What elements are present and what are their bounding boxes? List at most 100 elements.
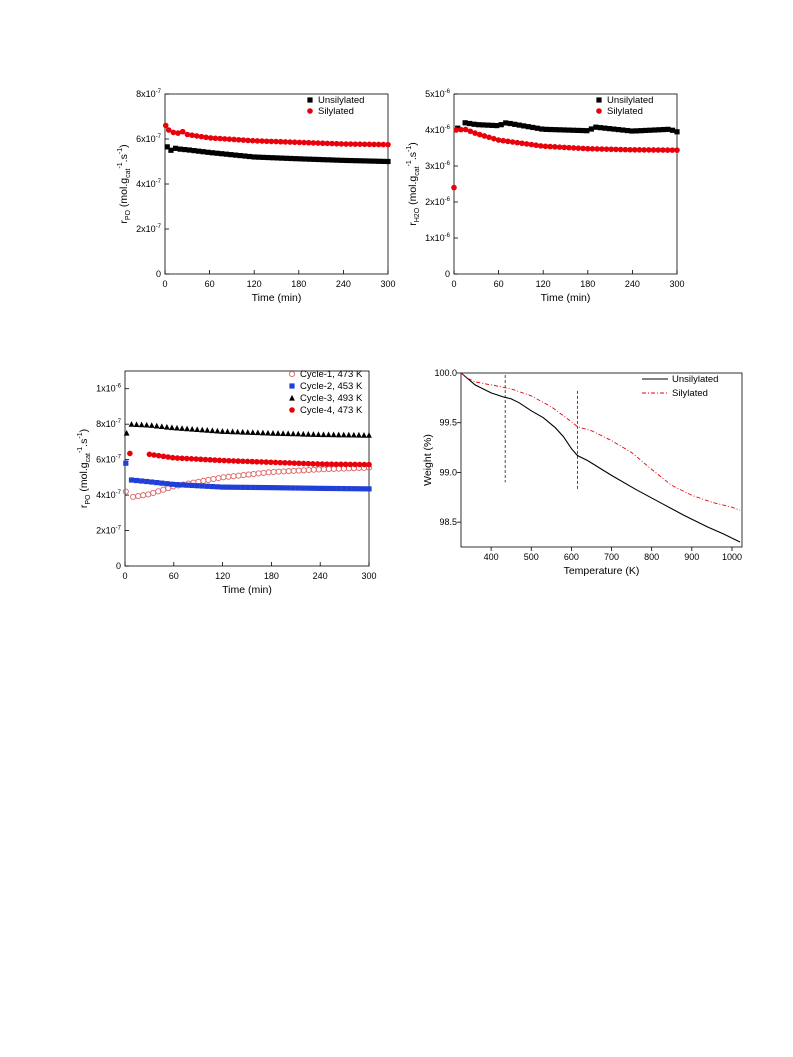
- data-point: [471, 121, 477, 127]
- data-point: [224, 484, 231, 490]
- data-point: [357, 141, 363, 148]
- data-point: [221, 136, 228, 142]
- data-point: [277, 138, 284, 145]
- data-point: [123, 460, 129, 466]
- y-axis-label-sub: cat: [85, 453, 92, 462]
- data-point: [186, 147, 193, 153]
- data-point: [366, 432, 372, 438]
- data-point: [230, 473, 237, 480]
- data-point: [315, 466, 322, 473]
- data-point: [533, 142, 539, 149]
- data-point: [277, 459, 284, 466]
- y-axis-label-sup: -1: [406, 146, 413, 152]
- data-point: [335, 431, 342, 438]
- data-point: [223, 151, 229, 157]
- data-point: [288, 155, 294, 162]
- data-point: [633, 128, 640, 134]
- y-tick-label-main: 6x10: [136, 134, 156, 144]
- data-point: [219, 151, 225, 157]
- data-point: [655, 147, 662, 153]
- data-point: [651, 127, 658, 133]
- data-point: [669, 147, 676, 153]
- data-point: [516, 122, 522, 128]
- data-point: [509, 139, 516, 145]
- plot-frame: [124, 370, 370, 567]
- y-tick-label-main: 98.5: [439, 517, 457, 527]
- data-point: [235, 472, 242, 479]
- legend-label: Unsilylated: [318, 95, 364, 106]
- y-tick-label-exponent: -7: [156, 179, 162, 185]
- data-point: [259, 429, 266, 436]
- x-tick-label: 60: [205, 279, 215, 289]
- plot-frame: [164, 93, 389, 275]
- data-point: [226, 136, 233, 142]
- data-point: [342, 461, 349, 468]
- data-point: [165, 127, 172, 133]
- data-point: [366, 141, 373, 148]
- data-point: [260, 154, 266, 160]
- y-axis-label-unit: .s: [78, 439, 90, 447]
- data-point: [245, 484, 251, 490]
- chart-po-rate-cycles: 0 60 120 180 240 30002x10-74x10-76x10-78x10-7…: [77, 369, 377, 596]
- data-point: [336, 485, 342, 492]
- data-point: [561, 144, 568, 151]
- y-tick-label-main: 0: [116, 561, 121, 571]
- data-point: [338, 141, 345, 147]
- data-point: [229, 428, 236, 435]
- data-point: [140, 492, 147, 499]
- data-point: [489, 122, 495, 128]
- data-point: [537, 143, 544, 149]
- data-point: [143, 421, 150, 428]
- y-axis-label: rPO (mol.gcat-1.s-1): [77, 429, 92, 508]
- data-point: [265, 154, 271, 161]
- x-tick-label: 180: [264, 571, 279, 581]
- data-point: [146, 451, 153, 458]
- data-point: [216, 457, 223, 464]
- data-point: [230, 458, 237, 464]
- data-point: [333, 140, 340, 147]
- y-axis-label-main: r: [118, 220, 130, 224]
- data-point: [273, 138, 279, 145]
- x-axis-label: Temperature (K): [564, 565, 640, 577]
- data-point: [191, 148, 197, 154]
- data-point: [351, 486, 357, 492]
- data-point: [305, 431, 312, 437]
- data-point: [343, 157, 350, 164]
- y-tick-label-exponent: -6: [445, 233, 451, 239]
- y-tick-label-exponent: -6: [445, 161, 451, 167]
- data-point: [235, 458, 241, 464]
- data-point: [476, 131, 483, 138]
- data-point: [580, 145, 586, 152]
- chart-tga-weight: 400 500 600 700 800 900 1000 98.5 99.0 99.5 100.0 T…: [422, 368, 743, 577]
- y-tick-label-main: 99.0: [439, 467, 457, 477]
- data-point: [169, 454, 176, 461]
- data-point: [343, 141, 349, 147]
- y-axis-label-unit: (mol.g: [407, 176, 419, 208]
- data-point: [348, 157, 354, 164]
- data-point: [486, 134, 492, 141]
- y-tick-label-exponent: -6: [445, 197, 451, 203]
- data-point: [325, 485, 332, 492]
- data-point: [521, 123, 527, 129]
- y-tick-label-exponent: -7: [156, 224, 162, 230]
- data-point: [256, 154, 262, 160]
- data-point: [347, 141, 354, 147]
- legend-swatch: [289, 383, 295, 389]
- data-point: [209, 150, 216, 156]
- data-point: [495, 137, 502, 143]
- data-point: [347, 461, 354, 468]
- data-point: [385, 141, 391, 148]
- y-tick-label: 100.0: [434, 368, 457, 378]
- data-point: [660, 147, 666, 153]
- legend-swatch: [596, 108, 602, 114]
- data-point: [194, 426, 201, 433]
- data-point: [265, 485, 271, 491]
- data-point: [209, 483, 215, 490]
- data-point: [179, 128, 186, 135]
- data-point: [133, 477, 140, 484]
- x-tick-label: 300: [361, 571, 376, 581]
- data-point: [144, 478, 150, 485]
- data-point: [385, 158, 391, 165]
- data-point: [214, 427, 221, 434]
